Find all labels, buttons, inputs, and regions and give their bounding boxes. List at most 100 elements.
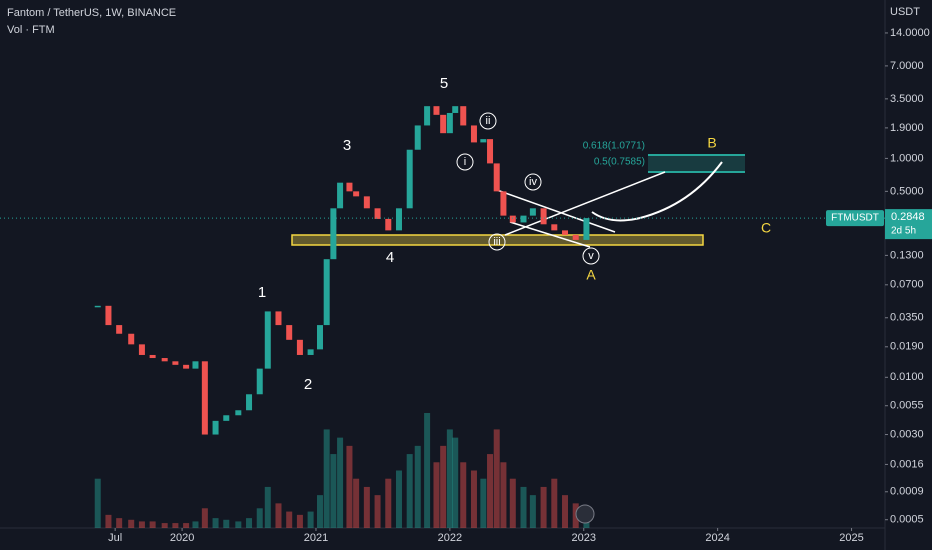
volume-bar: [470, 470, 477, 528]
wave-label: B: [707, 135, 716, 151]
volume-bar: [551, 478, 558, 528]
wave-label: 3: [343, 137, 351, 154]
volume-bar: [201, 508, 208, 528]
volume-bar: [395, 470, 402, 528]
wave-label: 4: [386, 249, 394, 266]
volume-bar: [337, 437, 344, 528]
wave-label: iv: [529, 176, 537, 188]
volume-bar: [562, 495, 569, 528]
candle: [138, 344, 145, 355]
fib-label: 0.618(1.0771): [583, 141, 645, 152]
candle: [395, 208, 402, 231]
volume-bar: [212, 518, 219, 528]
y-tick-label: 14.0000: [890, 27, 930, 39]
price-tag: [826, 210, 884, 227]
volume-bar: [520, 486, 527, 528]
candle: [540, 208, 547, 225]
volume-bar: [487, 454, 494, 528]
wave-label: 5: [440, 75, 448, 92]
volume-bar: [424, 413, 431, 528]
candle: [235, 410, 242, 416]
candle: [172, 361, 179, 365]
candle: [520, 215, 527, 223]
y-tick-label: 0.0700: [890, 279, 924, 291]
volume-bar: [192, 521, 199, 528]
countdown: 2d 5h: [891, 226, 916, 237]
x-tick-label: Jul: [108, 532, 122, 544]
wave-circle: [456, 153, 474, 171]
volume-bar: [149, 521, 156, 528]
volume-bar: [296, 514, 303, 528]
candle: [452, 106, 459, 113]
trend-line: [496, 171, 666, 248]
x-tick-label: 2024: [705, 532, 729, 544]
wave-label: ii: [486, 115, 491, 127]
volume-bar: [540, 486, 547, 528]
candle: [128, 333, 135, 345]
volume-bar: [116, 518, 123, 528]
volume-bar: [138, 521, 145, 528]
candle: [374, 208, 381, 219]
y-tick-label: 0.5000: [890, 185, 924, 197]
y-tick-label: 0.0005: [890, 514, 924, 526]
volume-bar: [105, 514, 112, 528]
candle: [330, 208, 337, 260]
candle: [307, 349, 314, 355]
volume-bar: [172, 523, 179, 528]
y-tick-label: 0.0190: [890, 341, 924, 353]
candle: [192, 361, 199, 369]
candle: [323, 259, 330, 326]
volume-bar: [183, 523, 190, 528]
wave-label: iii: [493, 236, 500, 248]
volume-bar: [460, 462, 467, 528]
candle: [296, 339, 303, 355]
candle: [149, 354, 156, 359]
y-tick-label: 3.5000: [890, 93, 924, 105]
projection: [591, 161, 723, 222]
fib-label: 0.5(0.7585): [594, 157, 645, 168]
volume-bar: [256, 508, 263, 528]
wave-label: i: [464, 156, 466, 168]
last-price: 0.2848: [891, 211, 925, 223]
volume-label: Vol · FTM: [7, 24, 55, 36]
candle: [487, 139, 494, 164]
candle: [470, 125, 477, 143]
candle: [316, 325, 323, 350]
volume-bar: [363, 486, 370, 528]
candle: [460, 106, 467, 126]
wave-label: 1: [258, 284, 266, 301]
volume-bar: [353, 478, 360, 528]
candle: [264, 311, 271, 369]
volume-bar: [529, 495, 536, 528]
y-tick-label: 0.1300: [890, 249, 924, 261]
volume-bar: [286, 511, 293, 528]
candle: [385, 218, 392, 231]
wave-label: v: [588, 250, 594, 262]
candle: [446, 112, 453, 134]
volume-bar: [346, 445, 353, 528]
candle: [440, 114, 447, 134]
volume-bar: [440, 445, 447, 528]
chart-title: Fantom / TetherUS, 1W, BINANCE: [7, 7, 176, 19]
volume-bar: [316, 495, 323, 528]
replay-button[interactable]: [575, 504, 595, 524]
candle: [433, 106, 440, 115]
x-tick-label: 2020: [170, 532, 194, 544]
wave-circle: [479, 112, 497, 130]
candle: [363, 196, 370, 209]
y-tick-label: 1.9000: [890, 122, 924, 134]
y-tick-label: 0.0350: [890, 312, 924, 324]
x-tick-label: 2022: [438, 532, 462, 544]
volume-bar: [275, 503, 282, 528]
volume-bar: [480, 478, 487, 528]
y-tick-label: 0.0100: [890, 371, 924, 383]
candle: [551, 224, 558, 231]
candle: [337, 182, 344, 209]
volume-bar: [452, 437, 459, 528]
candle: [406, 149, 413, 209]
wave-circle: [582, 247, 600, 265]
candle: [183, 364, 190, 369]
candle: [500, 191, 507, 216]
